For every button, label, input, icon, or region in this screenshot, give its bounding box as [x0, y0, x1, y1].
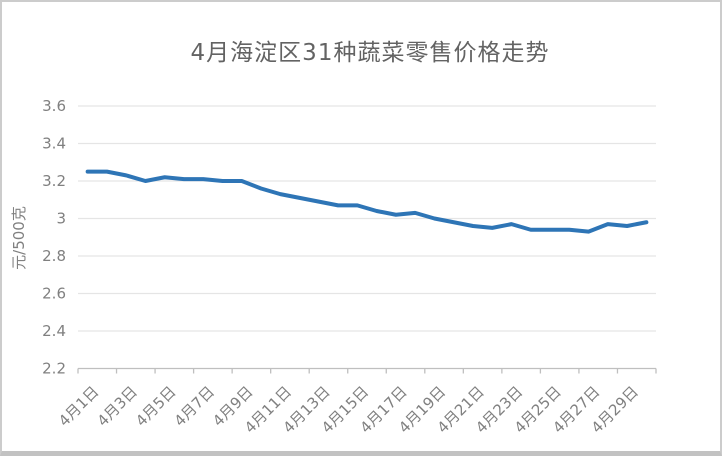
plot-area: 2.22.42.62.833.23.43.64月1日4月3日4月5日4月7日4月…: [42, 97, 657, 437]
x-tick-label: 4月7日: [171, 383, 218, 430]
x-tick-label: 4月1日: [55, 383, 102, 430]
chart-title: 4月海淀区31种蔬菜零售价格走势: [191, 40, 550, 66]
price-line-series: [85, 169, 649, 234]
y-tick-label: 3: [56, 210, 66, 228]
x-tick-label: 4月3日: [94, 383, 141, 430]
y-tick-label: 2.2: [42, 360, 66, 378]
y-tick-label: 2.6: [42, 285, 66, 303]
y-tick-label: 3.6: [42, 97, 66, 115]
y-tick-label: 2.4: [42, 322, 66, 340]
y-axis-title: 元/500克: [10, 206, 28, 270]
x-tick-label: 4月5日: [132, 383, 179, 430]
y-tick-label: 3.4: [42, 135, 66, 153]
y-tick-label: 2.8: [42, 247, 66, 265]
y-tick-label: 3.2: [42, 172, 66, 190]
vegetable-price-line-chart: 4月海淀区31种蔬菜零售价格走势 元/500克 2.2 2.4 2.6 2.8 3 3.2…: [10, 40, 657, 437]
